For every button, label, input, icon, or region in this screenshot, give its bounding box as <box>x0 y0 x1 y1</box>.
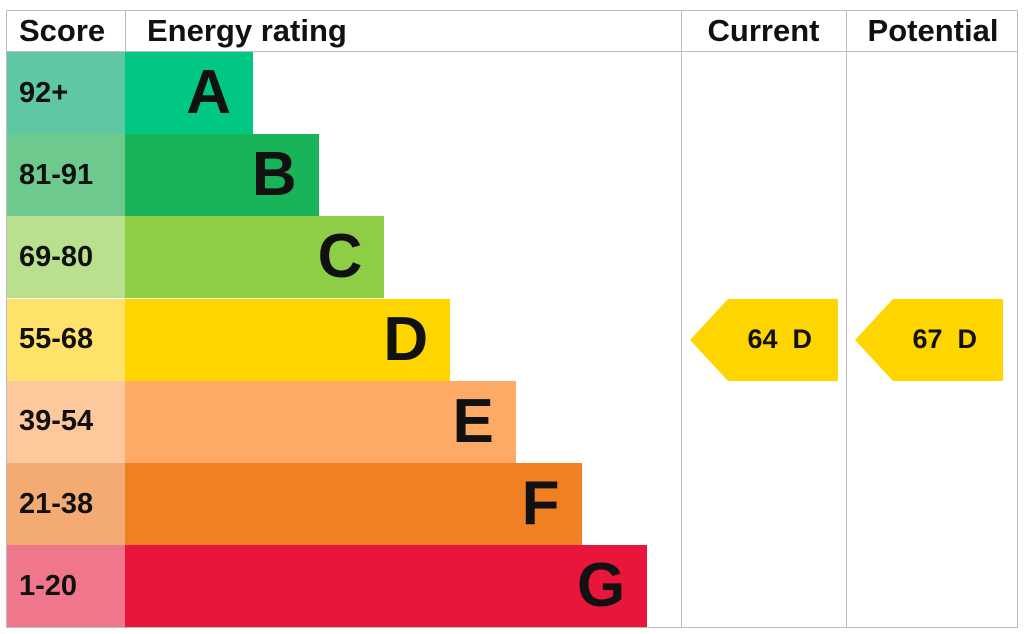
band-score-e: 39-54 <box>7 380 125 463</box>
band-letter-c: C <box>317 222 363 292</box>
band-row-g: 1-20 G <box>7 545 681 628</box>
band-row-b: 81-91 B <box>7 134 681 217</box>
band-bar-f: F <box>125 463 582 545</box>
header-current: Current <box>707 13 820 48</box>
band-row-a: 92+ A <box>7 52 681 134</box>
epc-chart: Score Energy rating Current Potential 92… <box>6 10 1018 628</box>
header-score: Score <box>19 13 106 48</box>
header-divider-left <box>7 51 125 52</box>
band-letter-a: A <box>186 58 231 127</box>
band-bar-a: A <box>125 52 253 134</box>
band-letter-f: F <box>521 469 560 538</box>
band-bar-c: C <box>125 216 385 299</box>
band-letter-g: G <box>576 551 626 621</box>
header-potential: Potential <box>867 13 999 48</box>
band-letter-d: D <box>383 304 429 374</box>
band-score-g: 1-20 <box>7 545 125 628</box>
band-bar-d: D <box>125 298 451 381</box>
band-row-e: 39-54 E <box>7 380 681 463</box>
band-letter-e: E <box>452 386 494 456</box>
band-bar-g: G <box>125 545 648 628</box>
potential-rating-label: 67 D <box>912 324 977 355</box>
divider-current <box>681 11 682 627</box>
header-energy-rating: Energy rating <box>147 13 347 48</box>
band-row-f: 21-38 F <box>7 463 681 545</box>
band-letter-b: B <box>251 140 297 210</box>
current-arrow-shape <box>690 298 838 381</box>
band-bar-b: B <box>125 134 319 217</box>
band-score-d: 55-68 <box>7 298 125 381</box>
band-row-c: 69-80 C <box>7 216 681 299</box>
band-row-d: 55-68 D <box>7 298 681 381</box>
header-divider <box>125 51 1018 52</box>
current-rating-label: 64 D <box>747 324 812 355</box>
band-score-c: 69-80 <box>7 216 125 299</box>
band-score-b: 81-91 <box>7 134 125 217</box>
band-score-f: 21-38 <box>7 463 125 545</box>
current-rating-arrow: 64 D <box>690 298 838 381</box>
divider-potential <box>846 11 847 627</box>
band-bar-e: E <box>125 380 516 463</box>
potential-rating-arrow: 67 D <box>855 298 1003 381</box>
band-score-a: 92+ <box>7 52 125 134</box>
potential-arrow-shape <box>855 298 1003 381</box>
